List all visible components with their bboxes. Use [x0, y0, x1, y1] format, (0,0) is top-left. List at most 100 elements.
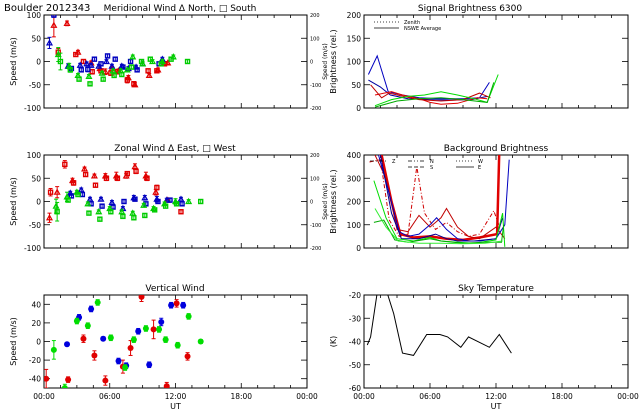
line-green-3 [374, 208, 503, 245]
point-green [174, 342, 181, 349]
triangle-point-green [139, 60, 147, 67]
x-tick-label: 00:00 [353, 392, 375, 401]
triangle-point-green [169, 53, 177, 60]
square-point-green [131, 215, 137, 221]
x-tick-label: 00:00 [296, 392, 318, 401]
triangle-point-green [63, 193, 71, 200]
triangle-point-red [101, 67, 109, 75]
square-point-blue [51, 15, 57, 18]
point-green [142, 325, 149, 332]
square-point-blue [155, 198, 161, 205]
x-tick-label: 12:00 [485, 392, 507, 401]
point-red [80, 335, 87, 342]
y-tick-label: 0 [36, 58, 41, 67]
square-point-green [65, 197, 71, 203]
point-green [50, 346, 57, 353]
triangle-point-green [123, 66, 131, 73]
point-red [173, 300, 180, 307]
square-point-red [103, 175, 110, 181]
square-point-red [47, 189, 54, 195]
triangle-point-red [164, 59, 172, 66]
square-point-blue [78, 67, 84, 73]
point-blue [88, 305, 95, 312]
point-red [184, 353, 191, 360]
legend-label: NSWE Average [404, 26, 441, 32]
square-point-red [92, 182, 99, 188]
square-point-green [75, 191, 81, 198]
square-point-blue [132, 196, 138, 202]
y2-tick-label: -200 [310, 246, 321, 252]
square-point-green [162, 203, 169, 209]
square-point-green [119, 71, 125, 78]
y-tick-label: -30 [349, 314, 361, 323]
triangle-point-red [131, 81, 139, 88]
y2-tick-label: 200 [310, 13, 320, 19]
y-tick-label: 200 [347, 11, 362, 20]
y2-tick-label: 0 [310, 60, 313, 66]
square-point-green [54, 209, 60, 215]
triangle-point-red [63, 19, 71, 26]
legend-label: Z [392, 159, 396, 165]
panel-zonal: Zonal Wind Δ East, □ West -100 -50 0 50 100 -2… [9, 144, 321, 253]
plot-area [45, 15, 191, 88]
y-axis-label: Brightness (rel.) [329, 29, 338, 93]
chart-title: Zonal Wind Δ East, □ West [114, 144, 236, 154]
point-red [127, 345, 134, 352]
y-tick-label: -40 [349, 338, 361, 347]
square-point-blue [121, 198, 127, 205]
triangle-point-green [98, 69, 106, 76]
triangle-point-blue [87, 61, 95, 68]
y2-tick-label: 200 [310, 153, 320, 159]
line-red-1 [374, 91, 488, 105]
point-green [156, 326, 163, 333]
triangle-point-green [148, 57, 157, 65]
triangle-point-green [106, 204, 114, 212]
square-point-green [173, 201, 180, 207]
point-red [138, 295, 145, 300]
chart-title: Signal Brightness 6300 [418, 4, 522, 14]
point-green [162, 336, 169, 343]
line-red-2 [370, 84, 491, 102]
triangle-point-red [152, 188, 160, 195]
y-tick-label: 400 [347, 151, 362, 160]
y-tick-label: 0 [356, 244, 361, 253]
y2-axis-label: Speed (m/s) [322, 183, 329, 219]
square-point-green [184, 58, 191, 65]
x-tick-label: 18:00 [230, 392, 252, 401]
y-tick-label: -40 [29, 375, 41, 384]
legend-label: W [478, 159, 483, 165]
point-blue [158, 318, 165, 325]
square-point-red [62, 161, 68, 168]
y2-tick-label: -100 [310, 223, 321, 229]
point-blue [135, 328, 142, 335]
square-point-green [57, 58, 64, 65]
square-point-blue [68, 193, 75, 199]
panel-vertical: Vertical Wind -40 -20 0 20 40 Speed (m/s) 00:00… [9, 284, 318, 411]
triangle-point-blue [108, 62, 116, 69]
square-point-green [67, 67, 74, 73]
point-green [94, 299, 101, 306]
point-green [84, 322, 91, 329]
y-axis-label: Brightness (rel.) [329, 169, 338, 233]
triangle-point-red [45, 214, 53, 221]
square-point-blue [179, 201, 185, 207]
legend-label: S [430, 165, 433, 171]
point-blue [180, 302, 187, 309]
triangle-point-blue [45, 39, 53, 46]
triangle-point-red [145, 71, 153, 79]
point-green [73, 318, 80, 325]
square-point-blue [104, 53, 111, 59]
triangle-point-red [81, 165, 89, 172]
triangle-point-green [85, 72, 93, 79]
square-point-red [145, 68, 151, 74]
point-green [185, 313, 192, 320]
line-red-2 [374, 155, 506, 240]
y-tick-label: 100 [27, 11, 42, 20]
plot-area [45, 160, 204, 223]
square-point-red [124, 170, 130, 177]
y-tick-label: 20 [31, 319, 41, 328]
plot-area [44, 295, 204, 388]
triangle-point-red [53, 188, 61, 195]
y-tick-label: 50 [351, 81, 361, 90]
legend-label: N [430, 159, 434, 165]
